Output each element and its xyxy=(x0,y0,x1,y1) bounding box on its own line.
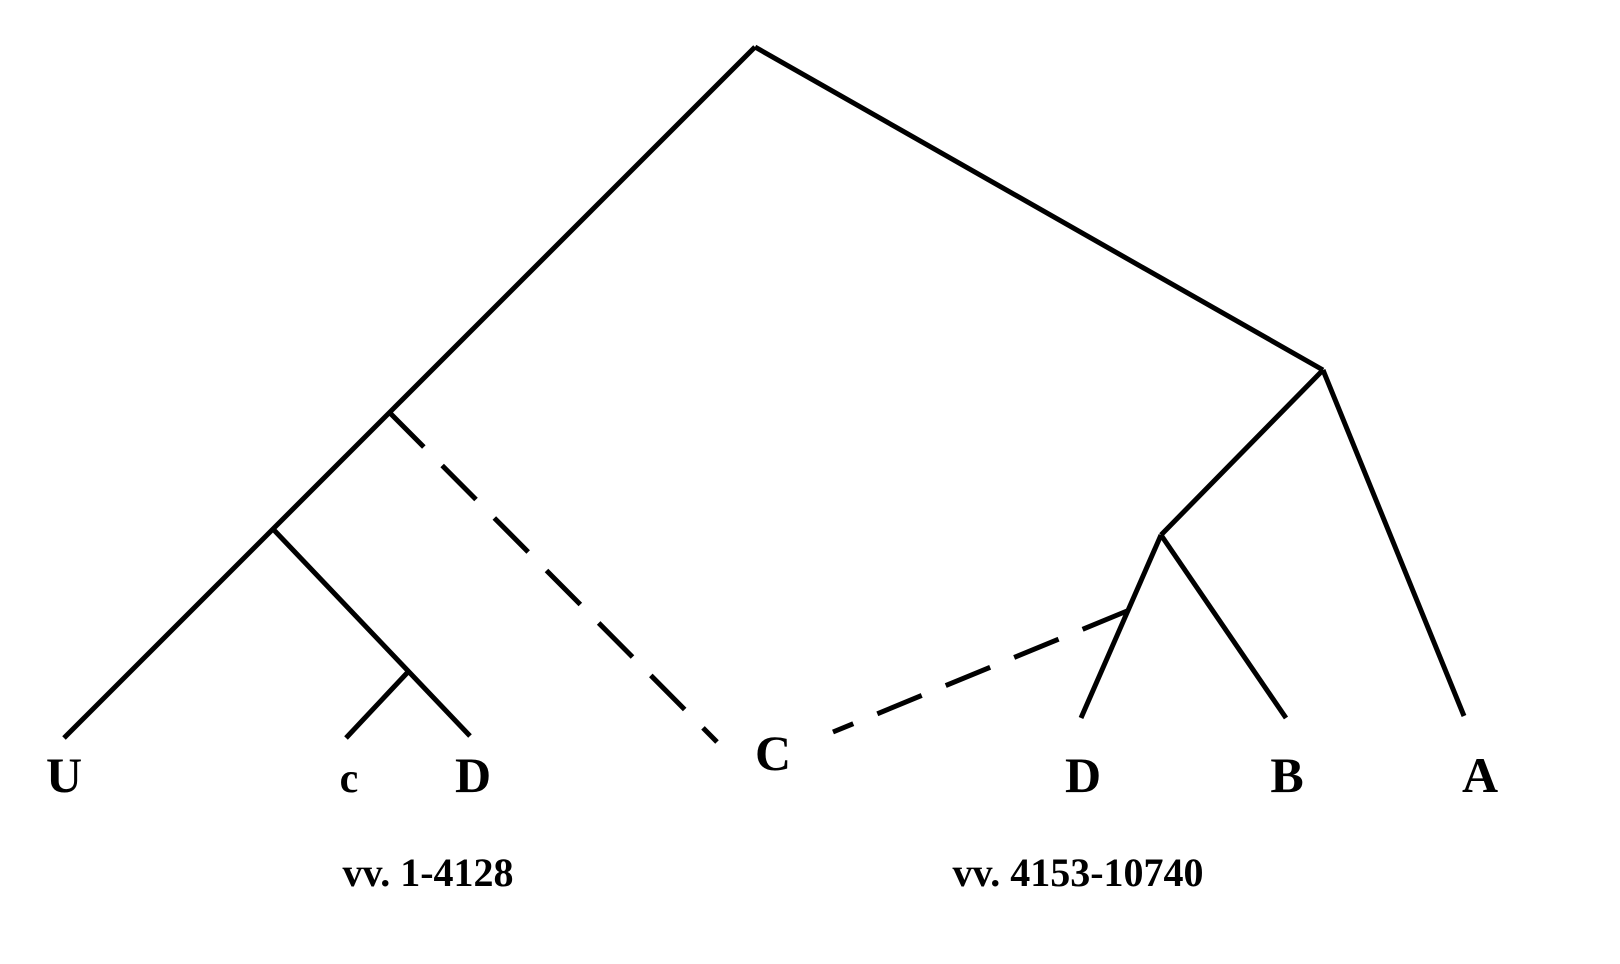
section-label-left: vv. 1-4128 xyxy=(342,850,513,895)
branch-right-inner xyxy=(1159,368,1325,537)
dashed-left-to-c xyxy=(388,411,719,744)
branch-b xyxy=(1158,533,1289,720)
section-labels: vv. 1-4128 vv. 4153-10740 xyxy=(342,850,1203,895)
witness-labels: U c D C D B A xyxy=(46,725,1498,803)
witness-d-right: D xyxy=(1065,747,1101,803)
witness-u: U xyxy=(46,747,82,803)
witness-b: B xyxy=(1270,747,1303,803)
witness-c-upper: C xyxy=(755,725,791,781)
branch-a xyxy=(1320,369,1467,717)
witness-d-left: D xyxy=(455,747,491,803)
branch-node-to-cd xyxy=(271,527,472,738)
branch-c xyxy=(344,671,409,740)
section-label-right: vv. 4153-10740 xyxy=(952,850,1203,895)
branch-root-right xyxy=(753,44,1325,373)
witness-a: A xyxy=(1462,747,1498,803)
contamination-lines xyxy=(388,411,1128,744)
witness-c-lower: c xyxy=(340,756,359,802)
branch-root-left xyxy=(62,45,757,740)
branch-d-right xyxy=(1078,533,1164,720)
dashed-right-to-c xyxy=(832,608,1128,735)
tree-branches xyxy=(62,44,1467,740)
